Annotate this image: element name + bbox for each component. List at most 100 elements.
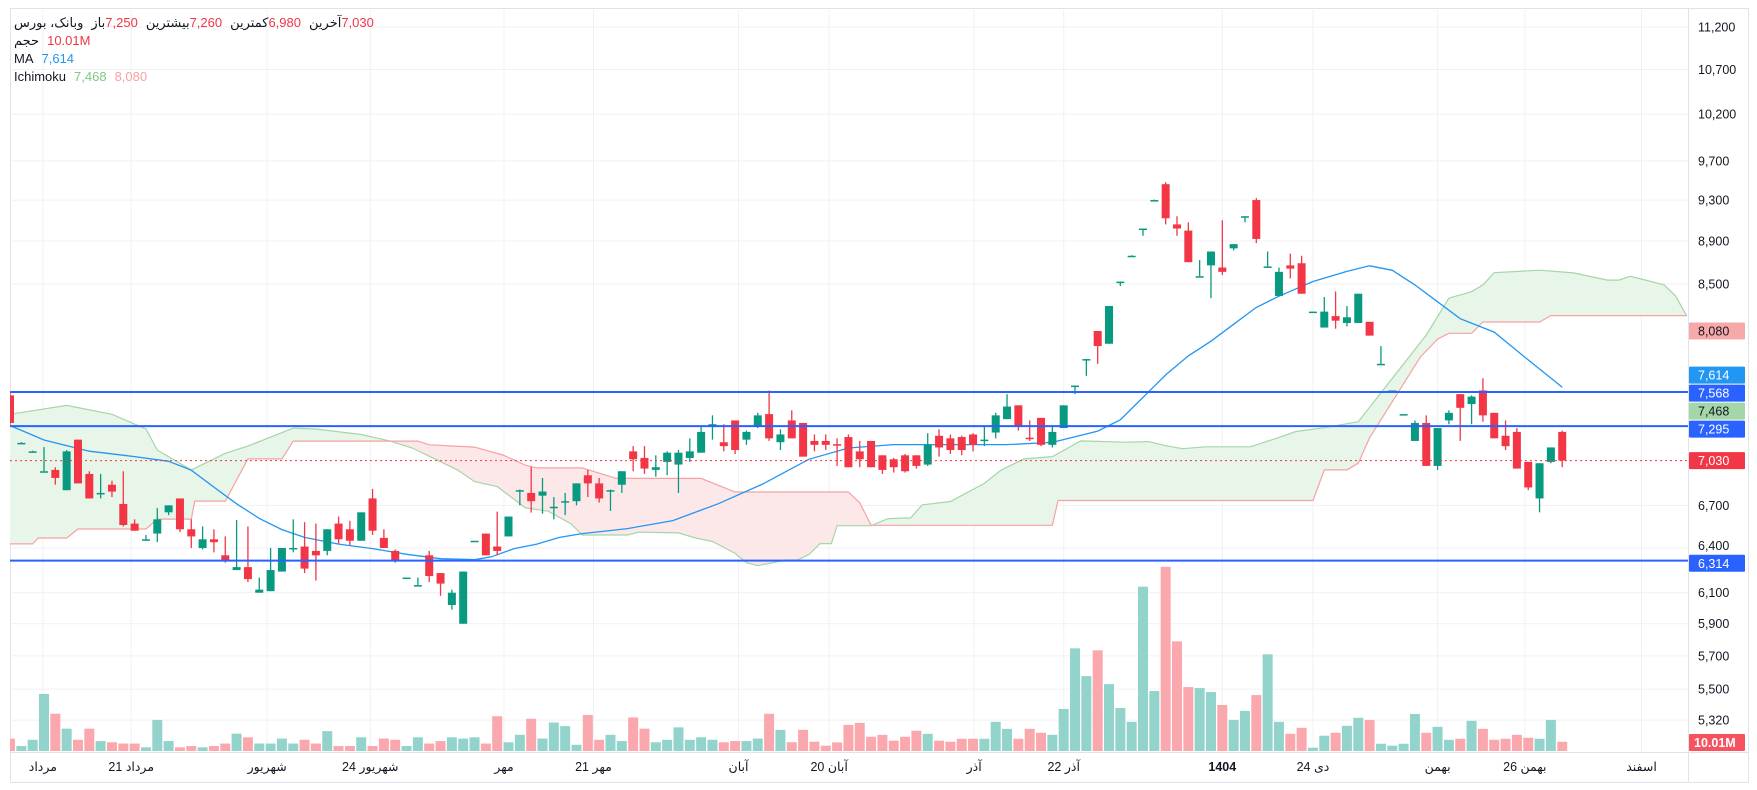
candle-up[interactable]	[674, 452, 683, 465]
candle-up[interactable]	[1535, 463, 1544, 499]
candle-down[interactable]	[1365, 321, 1374, 336]
candle-up[interactable]	[198, 539, 207, 549]
candle-down[interactable]	[1456, 394, 1465, 408]
candle-down[interactable]	[595, 483, 604, 499]
candle-up[interactable]	[323, 529, 332, 551]
candle-up[interactable]	[685, 451, 694, 458]
candlesticks[interactable]	[6, 182, 1567, 624]
candle-down[interactable]	[379, 537, 388, 549]
candle-up[interactable]	[1139, 228, 1147, 231]
candle-down[interactable]	[731, 420, 740, 451]
candle-up[interactable]	[153, 519, 162, 534]
candle-down[interactable]	[368, 498, 377, 531]
candle-down[interactable]	[640, 457, 649, 469]
candle-up[interactable]	[1071, 385, 1080, 388]
candle-down[interactable]	[799, 422, 808, 457]
candle-up[interactable]	[17, 442, 26, 445]
candle-up[interactable]	[1433, 428, 1442, 466]
candle-down[interactable]	[833, 444, 842, 446]
candle-down[interactable]	[1422, 422, 1431, 466]
candle-up[interactable]	[1127, 255, 1136, 258]
candle-down[interactable]	[345, 529, 354, 541]
candle-down[interactable]	[844, 437, 853, 468]
legend-volume-row[interactable]: حجم 10.01M	[14, 32, 374, 50]
candle-up[interactable]	[1376, 363, 1385, 366]
candle-up[interactable]	[1048, 431, 1057, 445]
candle-down[interactable]	[1037, 417, 1046, 445]
candle-up[interactable]	[776, 434, 785, 443]
candle-up[interactable]	[1263, 266, 1272, 268]
candle-up[interactable]	[504, 516, 513, 537]
candle-down[interactable]	[867, 440, 876, 468]
candle-up[interactable]	[1105, 305, 1114, 344]
candle-up[interactable]	[1274, 271, 1283, 296]
candle-up[interactable]	[1082, 359, 1091, 361]
candle-up[interactable]	[549, 506, 558, 509]
candle-up[interactable]	[515, 490, 524, 492]
candle-up[interactable]	[617, 471, 626, 485]
candle-down[interactable]	[787, 420, 796, 439]
candle-up[interactable]	[413, 585, 422, 587]
candle-up[interactable]	[572, 483, 581, 502]
candle-up[interactable]	[232, 567, 241, 571]
candle-up[interactable]	[1150, 200, 1159, 202]
candle-up[interactable]	[459, 571, 468, 624]
candle-down[interactable]	[425, 555, 434, 577]
candle-up[interactable]	[1003, 406, 1012, 420]
candle-down[interactable]	[1161, 184, 1170, 219]
candle-down[interactable]	[810, 440, 819, 445]
candle-down[interactable]	[481, 533, 490, 556]
candle-up[interactable]	[923, 444, 932, 465]
candle-down[interactable]	[821, 440, 830, 445]
candle-down[interactable]	[73, 439, 82, 484]
candle-down[interactable]	[6, 395, 14, 423]
candle-down[interactable]	[1524, 461, 1533, 488]
candle-down[interactable]	[901, 455, 910, 472]
candle-down[interactable]	[1331, 316, 1340, 321]
candle-up[interactable]	[96, 492, 105, 495]
candle-down[interactable]	[1512, 431, 1521, 469]
candle-up[interactable]	[1229, 244, 1238, 249]
candle-up[interactable]	[164, 505, 173, 513]
candle-up[interactable]	[62, 451, 71, 491]
candle-up[interactable]	[1399, 414, 1408, 416]
candle-down[interactable]	[187, 529, 196, 537]
candle-down[interactable]	[878, 455, 887, 470]
candle-down[interactable]	[85, 473, 94, 499]
candle-down[interactable]	[334, 523, 343, 540]
candle-up[interactable]	[1320, 311, 1329, 328]
candle-up[interactable]	[289, 548, 298, 550]
candle-down[interactable]	[119, 503, 128, 526]
candle-up[interactable]	[1342, 317, 1351, 323]
candle-down[interactable]	[175, 498, 184, 530]
candle-up[interactable]	[1444, 412, 1453, 421]
candle-up[interactable]	[742, 431, 751, 440]
candle-down[interactable]	[527, 492, 536, 502]
candle-up[interactable]	[1546, 447, 1555, 462]
candle-up[interactable]	[141, 539, 150, 541]
candle-up[interactable]	[1240, 216, 1249, 218]
candle-down[interactable]	[889, 459, 898, 468]
candle-down[interactable]	[1558, 431, 1567, 461]
candle-up[interactable]	[697, 431, 706, 453]
candle-down[interactable]	[311, 550, 320, 556]
candle-down[interactable]	[629, 451, 638, 460]
candle-up[interactable]	[651, 467, 660, 470]
candle-down[interactable]	[107, 484, 116, 492]
candle-down[interactable]	[493, 546, 502, 551]
candle-down[interactable]	[855, 451, 864, 460]
candle-down[interactable]	[1184, 230, 1193, 263]
candle-up[interactable]	[1195, 276, 1204, 278]
candle-down[interactable]	[1172, 224, 1181, 229]
candle-down[interactable]	[221, 555, 230, 562]
time-axis[interactable]: مرداد 21 مرداد شهریور 24 شهریور مهر 21 مهر آبا…	[29, 759, 1657, 775]
candle-down[interactable]	[957, 437, 966, 451]
candle-down[interactable]	[209, 539, 218, 543]
candle-up[interactable]	[470, 540, 479, 543]
candle-down[interactable]	[583, 475, 592, 484]
candle-down[interactable]	[130, 523, 139, 531]
candle-up[interactable]	[1354, 293, 1363, 323]
candle-down[interactable]	[1014, 405, 1023, 427]
candle-up[interactable]	[1206, 251, 1215, 266]
